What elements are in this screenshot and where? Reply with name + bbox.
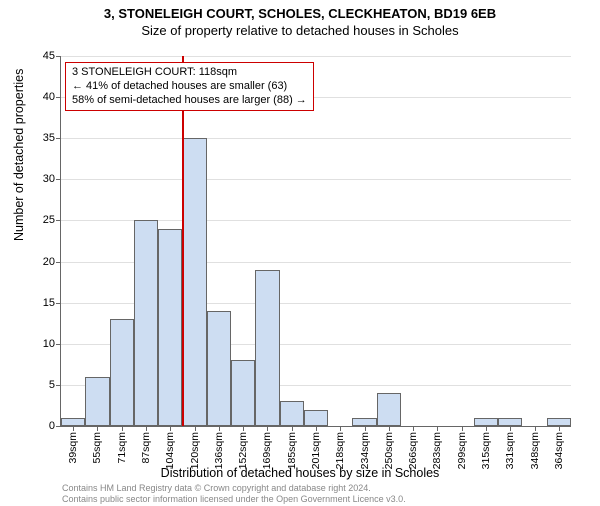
x-axis-label: Distribution of detached houses by size … xyxy=(0,466,600,480)
x-tick-label: 87sqm xyxy=(140,432,152,464)
x-tick-label: 331sqm xyxy=(504,432,516,469)
x-tick-mark xyxy=(267,426,268,431)
x-tick-label: 152sqm xyxy=(237,432,249,469)
x-tick-mark xyxy=(219,426,220,431)
histogram-bar xyxy=(158,229,182,426)
y-tick-label: 5 xyxy=(49,379,61,391)
annotation-box: 3 STONELEIGH COURT: 118sqm← 41% of detac… xyxy=(65,62,314,111)
x-tick-label: 201sqm xyxy=(310,432,322,469)
x-tick-label: 120sqm xyxy=(189,432,201,469)
histogram-bar xyxy=(182,138,206,426)
x-tick-mark xyxy=(437,426,438,431)
x-tick-mark xyxy=(535,426,536,431)
histogram-bar xyxy=(110,319,134,426)
x-tick-label: 71sqm xyxy=(116,432,128,464)
x-tick-label: 55sqm xyxy=(91,432,103,464)
chart-area: 05101520253035404539sqm55sqm71sqm87sqm10… xyxy=(60,56,570,426)
x-tick-mark xyxy=(365,426,366,431)
x-tick-mark xyxy=(195,426,196,431)
gridline xyxy=(61,56,571,57)
chart-title: 3, STONELEIGH COURT, SCHOLES, CLECKHEATO… xyxy=(0,6,600,21)
y-tick-label: 45 xyxy=(43,50,61,62)
x-tick-mark xyxy=(243,426,244,431)
x-tick-mark xyxy=(122,426,123,431)
x-tick-mark xyxy=(486,426,487,431)
histogram-bar xyxy=(304,410,328,426)
x-tick-label: 136sqm xyxy=(213,432,225,469)
property-marker-line xyxy=(182,56,184,426)
histogram-bar xyxy=(474,418,498,426)
y-tick-label: 40 xyxy=(43,91,61,103)
gridline xyxy=(61,138,571,139)
y-tick-label: 25 xyxy=(43,214,61,226)
y-axis-label: Number of detached properties xyxy=(12,69,26,241)
histogram-bar xyxy=(547,418,571,426)
x-tick-mark xyxy=(146,426,147,431)
histogram-bar xyxy=(377,393,401,426)
histogram-bar xyxy=(280,401,304,426)
histogram-bar xyxy=(134,220,158,426)
y-tick-label: 10 xyxy=(43,338,61,350)
y-tick-label: 30 xyxy=(43,173,61,185)
x-tick-label: 250sqm xyxy=(383,432,395,469)
x-tick-mark xyxy=(462,426,463,431)
y-tick-label: 0 xyxy=(49,420,61,432)
y-tick-label: 35 xyxy=(43,132,61,144)
x-tick-mark xyxy=(73,426,74,431)
gridline xyxy=(61,179,571,180)
histogram-bar xyxy=(61,418,85,426)
histogram-bar xyxy=(207,311,231,426)
x-tick-mark xyxy=(97,426,98,431)
annotation-line: 3 STONELEIGH COURT: 118sqm xyxy=(72,66,307,80)
footer-line-1: Contains HM Land Registry data © Crown c… xyxy=(62,483,406,493)
x-tick-mark xyxy=(413,426,414,431)
x-tick-mark xyxy=(510,426,511,431)
x-tick-label: 234sqm xyxy=(359,432,371,469)
x-tick-mark xyxy=(389,426,390,431)
x-tick-label: 104sqm xyxy=(164,432,176,469)
x-tick-label: 169sqm xyxy=(261,432,273,469)
x-tick-mark xyxy=(292,426,293,431)
histogram-bar xyxy=(85,377,109,426)
x-tick-mark xyxy=(316,426,317,431)
y-tick-label: 20 xyxy=(43,256,61,268)
x-tick-mark xyxy=(559,426,560,431)
histogram-bar xyxy=(498,418,522,426)
x-tick-label: 185sqm xyxy=(286,432,298,469)
x-tick-label: 364sqm xyxy=(553,432,565,469)
footer-attribution: Contains HM Land Registry data © Crown c… xyxy=(62,483,406,504)
x-tick-label: 218sqm xyxy=(334,432,346,469)
histogram-bar xyxy=(255,270,279,426)
x-tick-label: 266sqm xyxy=(407,432,419,469)
plot-area: 05101520253035404539sqm55sqm71sqm87sqm10… xyxy=(60,56,571,427)
histogram-bar xyxy=(352,418,376,426)
x-tick-label: 39sqm xyxy=(67,432,79,464)
x-tick-label: 299sqm xyxy=(456,432,468,469)
x-tick-mark xyxy=(170,426,171,431)
x-tick-label: 283sqm xyxy=(431,432,443,469)
chart-subtitle: Size of property relative to detached ho… xyxy=(0,23,600,38)
x-tick-mark xyxy=(340,426,341,431)
x-tick-label: 348sqm xyxy=(529,432,541,469)
annotation-line: ← 41% of detached houses are smaller (63… xyxy=(72,80,307,94)
histogram-bar xyxy=(231,360,255,426)
annotation-line: 58% of semi-detached houses are larger (… xyxy=(72,94,307,108)
y-tick-label: 15 xyxy=(43,297,61,309)
footer-line-2: Contains public sector information licen… xyxy=(62,494,406,504)
x-tick-label: 315sqm xyxy=(480,432,492,469)
